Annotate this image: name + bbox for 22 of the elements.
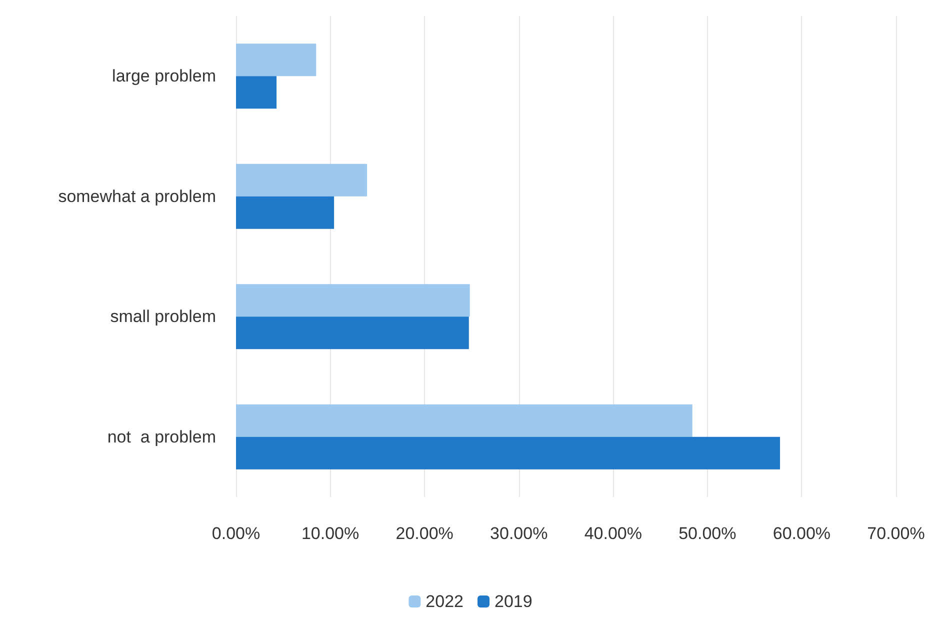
x-tick-label: 20.00% (396, 524, 454, 543)
bar (236, 164, 368, 196)
bar (236, 284, 470, 317)
y-tick-label: large problem (112, 66, 216, 86)
y-tick-label: not a problem (107, 427, 216, 446)
bar (236, 44, 316, 76)
y-tick-label: small problem (110, 307, 216, 326)
bar (236, 436, 780, 470)
bar (236, 76, 277, 109)
x-tick-label: 0.00% (212, 524, 260, 543)
y-tick-label: somewhat a problem (58, 186, 216, 206)
legend-label: 2019 (494, 592, 532, 611)
x-tick-label: 40.00% (584, 524, 642, 543)
x-tick-label: 30.00% (490, 524, 548, 543)
legend-label: 2022 (426, 592, 464, 611)
bar (236, 196, 334, 229)
x-tick-label: 70.00% (867, 524, 925, 543)
x-tick-label: 60.00% (772, 524, 831, 543)
bar (236, 316, 469, 350)
x-tick-label: 10.00% (301, 524, 360, 543)
bar (236, 404, 692, 437)
x-tick-label: 50.00% (678, 524, 736, 543)
